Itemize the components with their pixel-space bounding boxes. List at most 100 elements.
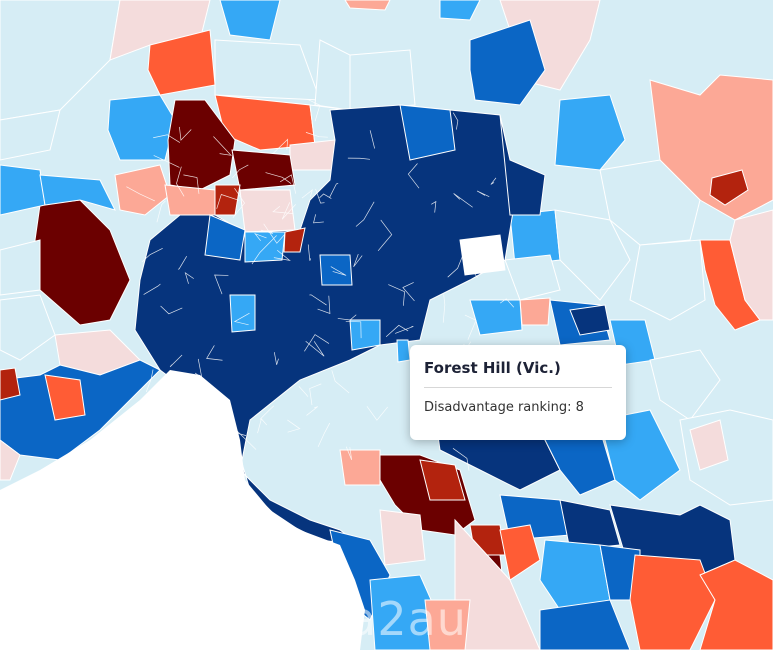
region[interactable] bbox=[0, 294, 56, 361]
region[interactable] bbox=[569, 304, 611, 336]
region[interactable] bbox=[147, 29, 216, 96]
forest-hill-region[interactable] bbox=[396, 339, 411, 363]
region[interactable] bbox=[649, 349, 721, 421]
region[interactable] bbox=[339, 449, 381, 486]
region[interactable] bbox=[289, 139, 336, 171]
suburb-boundary-line bbox=[259, 405, 275, 420]
region[interactable] bbox=[0, 109, 61, 161]
suburb-boundary-line bbox=[452, 112, 459, 130]
region[interactable] bbox=[499, 524, 541, 581]
suburb-boundary-line bbox=[499, 298, 515, 308]
suburb-boundary-line bbox=[315, 188, 325, 204]
suburb-boundary-line bbox=[447, 256, 463, 278]
suburb-boundary-line bbox=[169, 354, 183, 368]
region[interactable] bbox=[204, 214, 246, 261]
region[interactable] bbox=[319, 254, 353, 286]
suburb-boundary-line bbox=[304, 334, 330, 352]
region[interactable] bbox=[559, 499, 621, 551]
tooltip-divider bbox=[424, 387, 612, 388]
region[interactable] bbox=[349, 319, 381, 351]
tooltip-ranking-value: 8 bbox=[575, 400, 584, 415]
suburb-boundary-line bbox=[305, 341, 325, 357]
suburb-boundary-line bbox=[355, 201, 375, 227]
suburb-boundary-line bbox=[388, 284, 405, 306]
region[interactable] bbox=[344, 0, 391, 11]
region[interactable] bbox=[689, 419, 729, 471]
region[interactable] bbox=[107, 94, 176, 161]
suburb-boundary-line bbox=[183, 174, 200, 194]
suburb-boundary-line bbox=[228, 430, 257, 450]
suburb-boundary-line bbox=[184, 271, 194, 284]
suburb-boundary-line bbox=[272, 206, 294, 215]
region[interactable] bbox=[0, 0, 121, 121]
suburb-boundary-line bbox=[331, 370, 350, 394]
water-body bbox=[459, 234, 506, 276]
region[interactable] bbox=[629, 239, 706, 321]
suburb-boundaries bbox=[126, 99, 515, 471]
suburb-boundary-line bbox=[281, 202, 296, 220]
suburb-boundary-line bbox=[216, 194, 240, 209]
region[interactable] bbox=[709, 169, 749, 206]
region[interactable] bbox=[349, 49, 416, 111]
region[interactable] bbox=[283, 227, 306, 253]
suburb-boundary-line bbox=[206, 345, 223, 361]
region[interactable] bbox=[164, 184, 216, 216]
suburb-boundary-line bbox=[232, 187, 245, 218]
region[interactable] bbox=[231, 149, 296, 191]
region[interactable] bbox=[0, 439, 21, 481]
region[interactable] bbox=[469, 299, 523, 336]
suburb-boundary-line bbox=[313, 214, 324, 224]
suburb-boundary-line bbox=[257, 418, 268, 434]
suburb-boundary-line bbox=[273, 250, 291, 261]
suburb-boundary-line bbox=[442, 294, 446, 323]
region[interactable] bbox=[379, 509, 426, 566]
region[interactable] bbox=[424, 599, 471, 650]
suburb-boundary-line bbox=[490, 177, 497, 185]
region[interactable] bbox=[469, 19, 546, 106]
region[interactable] bbox=[0, 239, 41, 296]
region[interactable] bbox=[699, 559, 773, 650]
region[interactable] bbox=[39, 174, 116, 211]
suburb-boundary-line bbox=[254, 232, 267, 242]
region[interactable] bbox=[44, 374, 86, 421]
region[interactable] bbox=[214, 184, 241, 216]
suburb-boundary-line bbox=[153, 155, 180, 168]
suburb-boundary-line bbox=[329, 183, 339, 198]
suburb-boundary-line bbox=[213, 136, 232, 156]
suburb-boundary-line bbox=[309, 294, 327, 306]
region[interactable] bbox=[729, 209, 773, 321]
region[interactable] bbox=[539, 599, 631, 650]
suburb-boundary-line bbox=[309, 383, 322, 406]
suburb-boundary-line bbox=[280, 174, 297, 194]
region[interactable] bbox=[439, 0, 481, 21]
suburb-boundary-line bbox=[431, 200, 437, 213]
region[interactable] bbox=[399, 104, 456, 161]
region[interactable] bbox=[239, 189, 296, 233]
region[interactable] bbox=[629, 554, 716, 650]
suburb-boundary-line bbox=[464, 314, 477, 340]
region[interactable] bbox=[554, 94, 626, 171]
suburb-boundary-line bbox=[143, 283, 161, 295]
suburb-boundary-line bbox=[452, 448, 470, 471]
region[interactable] bbox=[229, 294, 256, 333]
region[interactable] bbox=[0, 367, 21, 401]
region[interactable] bbox=[219, 0, 281, 41]
suburb-boundary-line bbox=[298, 386, 309, 397]
region[interactable] bbox=[504, 254, 561, 301]
region[interactable] bbox=[454, 518, 541, 650]
suburb-boundary-line bbox=[301, 189, 313, 199]
region[interactable] bbox=[167, 99, 236, 191]
suburb-boundary-line bbox=[476, 190, 490, 197]
region[interactable] bbox=[419, 459, 466, 501]
region[interactable] bbox=[114, 164, 171, 216]
suburb-boundary-line bbox=[176, 166, 185, 197]
suburb-boundary-line bbox=[265, 172, 292, 184]
region[interactable] bbox=[519, 297, 551, 326]
suburb-boundary-line bbox=[345, 321, 362, 339]
suburb-boundary-line bbox=[145, 369, 154, 393]
region[interactable] bbox=[554, 209, 631, 301]
suburb-boundary-line bbox=[214, 274, 229, 295]
region[interactable] bbox=[499, 114, 546, 216]
